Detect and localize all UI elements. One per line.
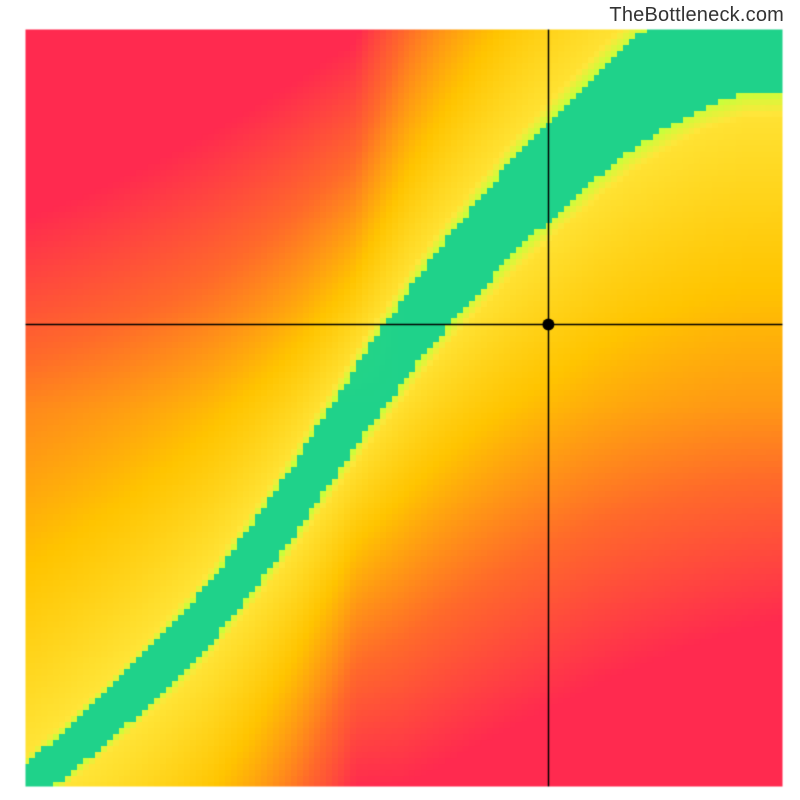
bottleneck-heatmap-canvas — [24, 28, 784, 788]
chart-container: TheBottleneck.com — [0, 0, 800, 800]
attribution-watermark: TheBottleneck.com — [609, 4, 784, 27]
